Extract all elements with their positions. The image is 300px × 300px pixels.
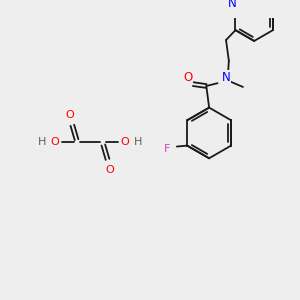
Text: H: H	[38, 137, 46, 147]
Text: N: N	[222, 71, 230, 84]
Text: O: O	[66, 110, 75, 120]
Text: F: F	[164, 144, 171, 154]
Text: N: N	[228, 0, 237, 11]
Text: O: O	[120, 137, 129, 147]
Text: O: O	[51, 137, 60, 147]
Text: O: O	[105, 164, 114, 175]
Text: O: O	[183, 71, 192, 84]
Text: H: H	[134, 137, 142, 147]
